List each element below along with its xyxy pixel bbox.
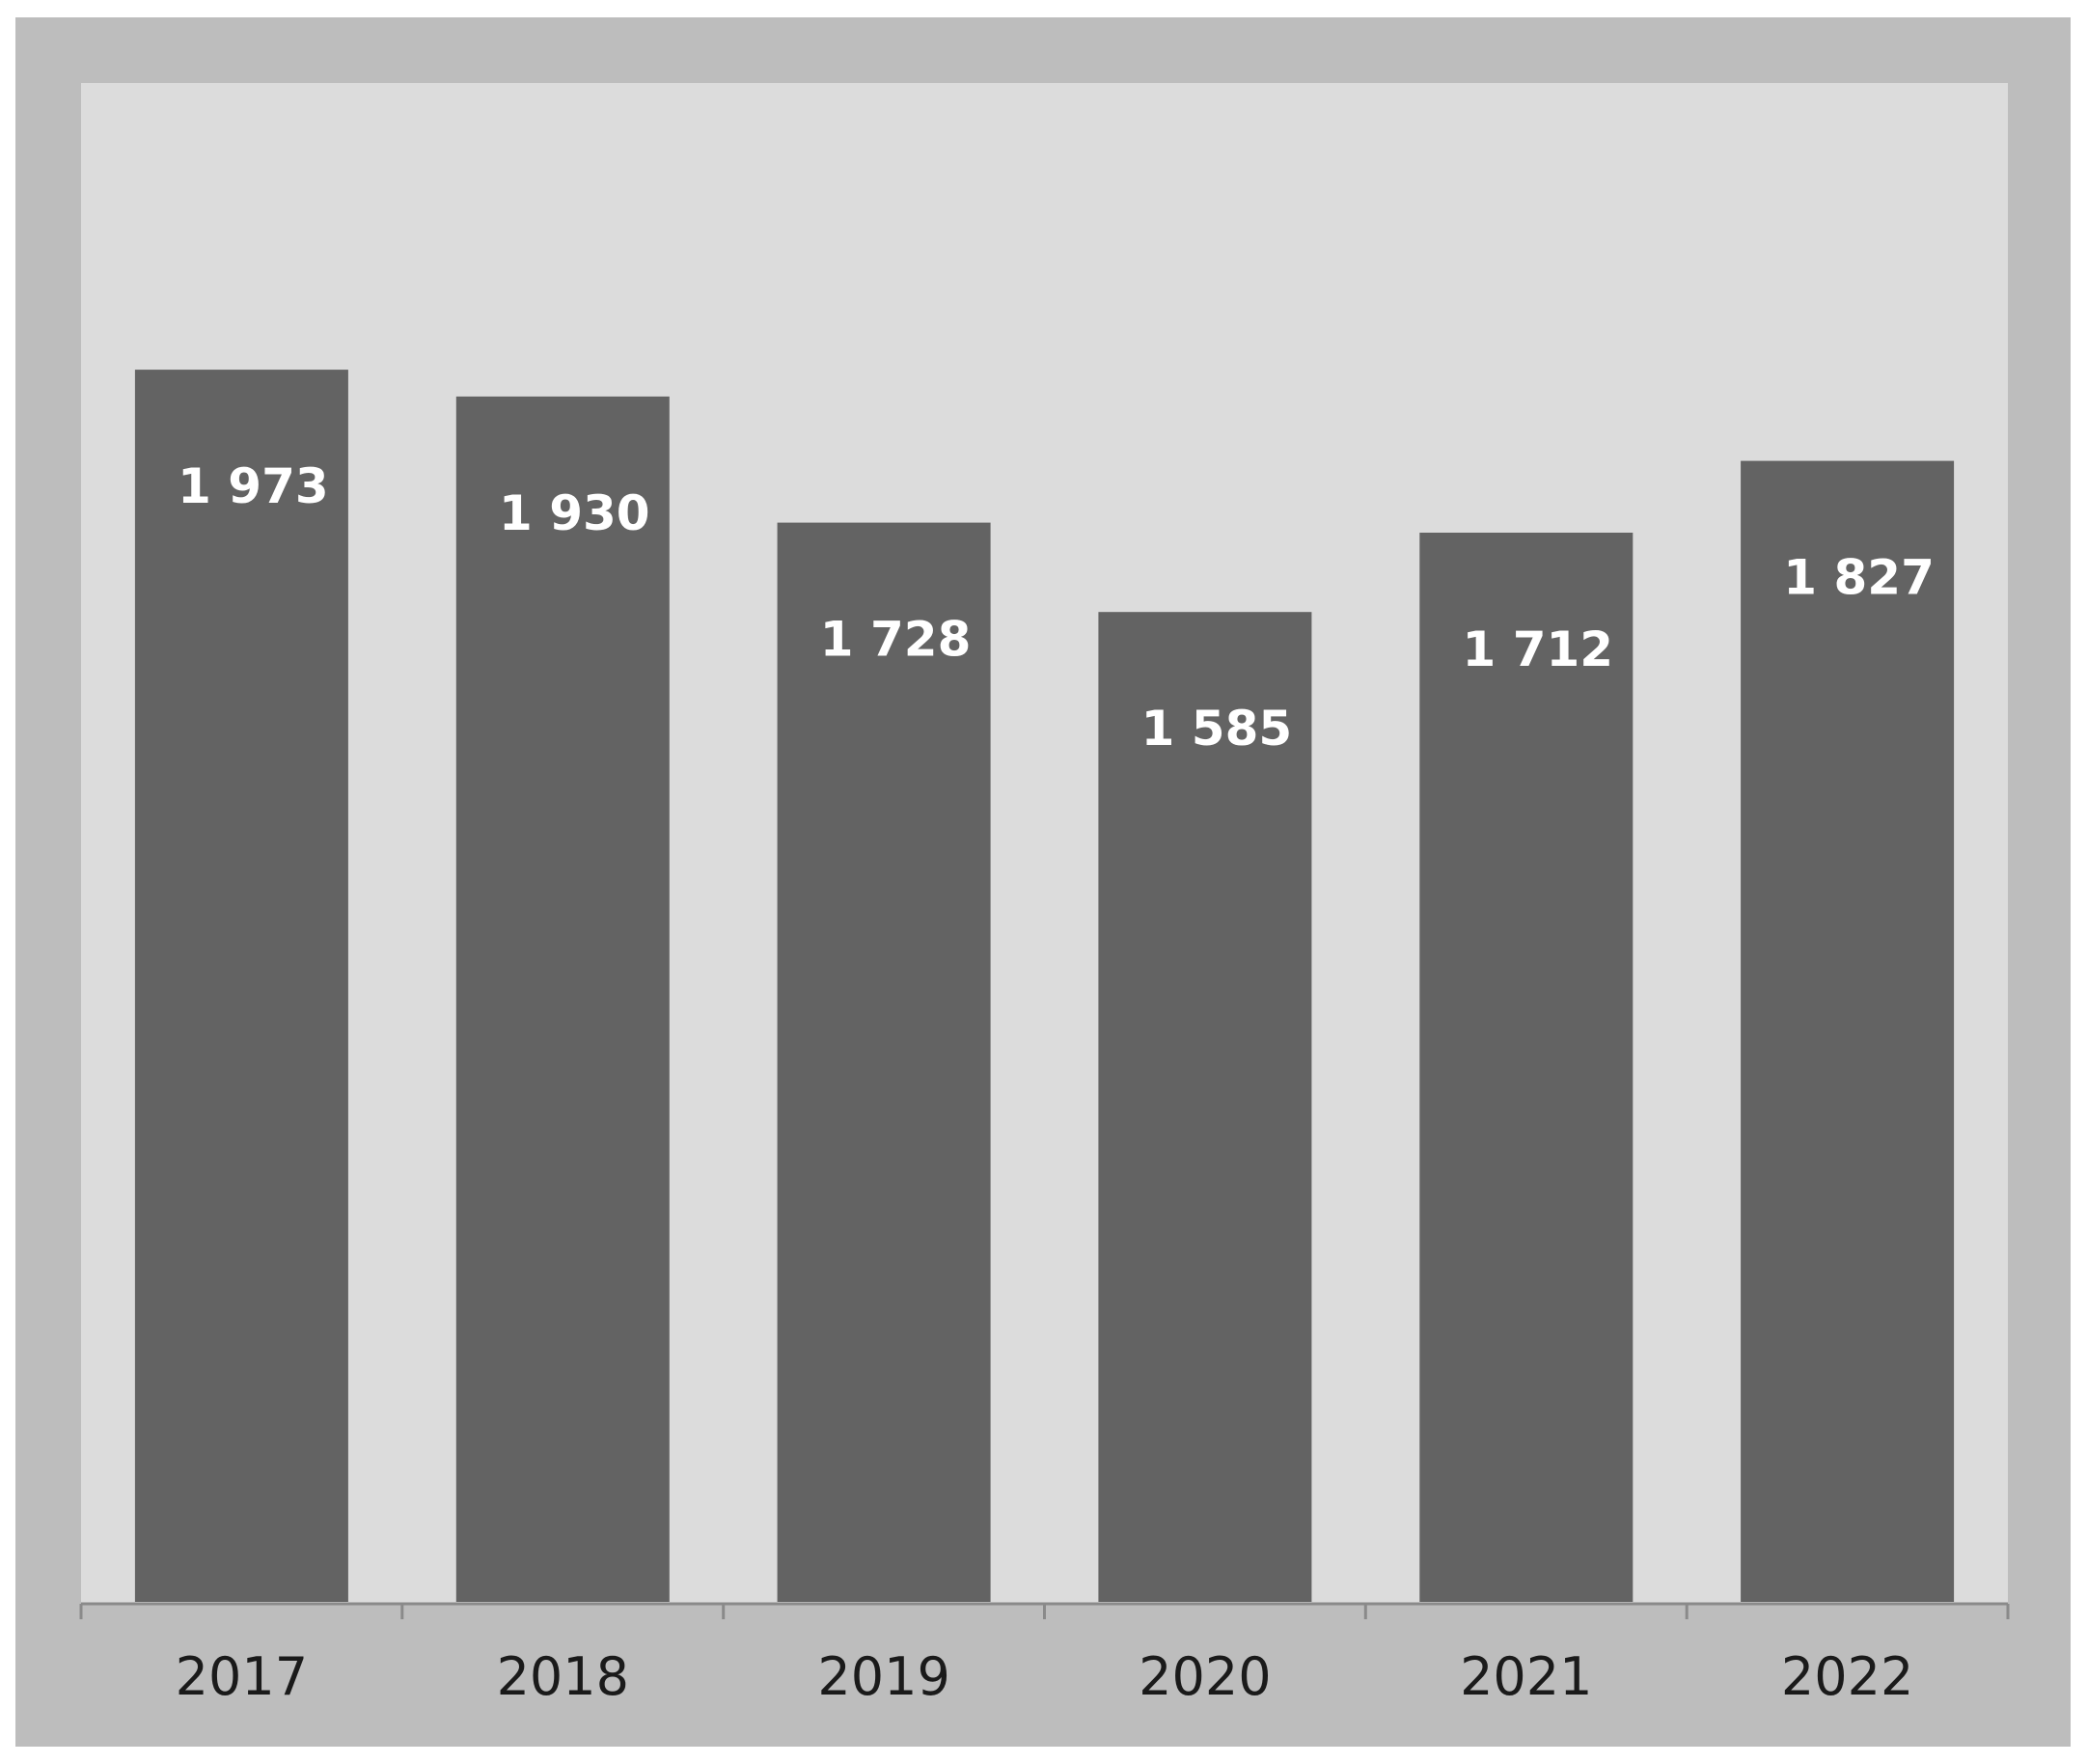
bar-2018	[455, 396, 670, 1602]
bar-2022	[1741, 460, 1955, 1603]
bar-2021	[1419, 533, 1634, 1602]
x-tick-label-2022: 2022	[1781, 1646, 1913, 1707]
value-label-2021: 1 712	[1463, 621, 1614, 677]
value-label-2017: 1 973	[178, 458, 329, 514]
bar-2019	[777, 522, 991, 1602]
x-tick-label-2021: 2021	[1460, 1646, 1592, 1707]
x-axis	[79, 1602, 2010, 1619]
value-label-2018: 1 930	[499, 485, 650, 541]
x-tick-labels: 2017 2018 2019 2020 2021 2022	[176, 1646, 1914, 1707]
x-tick-label-2017: 2017	[176, 1646, 308, 1707]
bar-2020	[1098, 612, 1312, 1603]
value-label-2020: 1 585	[1141, 701, 1293, 757]
value-label-2022: 1 827	[1783, 550, 1935, 606]
plot-area	[81, 83, 2008, 1605]
bar-2017	[134, 370, 348, 1603]
value-label-2019: 1 728	[820, 612, 972, 668]
bars	[134, 370, 1955, 1603]
x-tick-label-2019: 2019	[817, 1646, 949, 1707]
value-labels: 1 973 1 930 1 728 1 585 1 712 1 827	[178, 458, 1935, 757]
x-tick-label-2018: 2018	[497, 1646, 629, 1707]
x-tick-label-2020: 2020	[1139, 1646, 1271, 1707]
